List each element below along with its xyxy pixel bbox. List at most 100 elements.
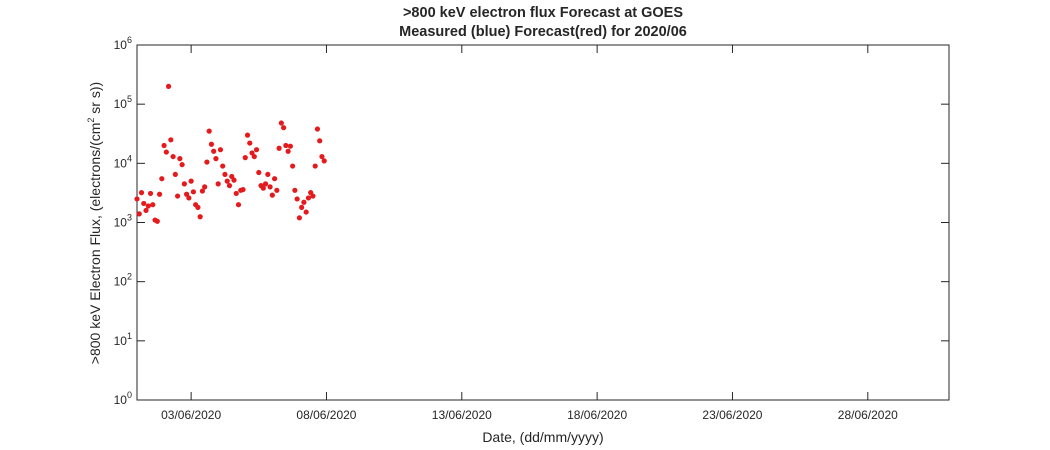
y-tick-label: 100 xyxy=(114,390,132,407)
x-tick-label: 08/06/2020 xyxy=(296,408,356,422)
y-tick-label: 101 xyxy=(114,331,132,348)
chart-title: >800 keV electron flux Forecast at GOES xyxy=(403,5,683,21)
data-point xyxy=(147,190,154,197)
data-point xyxy=(278,120,284,126)
data-point xyxy=(168,137,174,143)
data-point xyxy=(150,202,156,208)
data-point xyxy=(262,181,269,187)
y-tick-exponent: 3 xyxy=(127,213,132,223)
data-point xyxy=(195,204,201,210)
data-point xyxy=(317,138,323,144)
y-axis-label-superscript: 2 xyxy=(86,118,96,123)
data-point xyxy=(156,191,163,197)
data-point xyxy=(206,128,212,134)
data-point xyxy=(231,177,237,183)
y-tick-label: 105 xyxy=(114,94,132,111)
data-point xyxy=(181,181,187,187)
data-point xyxy=(145,203,151,209)
data-point xyxy=(281,125,287,131)
data-point xyxy=(233,190,239,197)
y-tick-exponent: 0 xyxy=(127,390,132,400)
data-point xyxy=(215,181,221,187)
data-point xyxy=(319,153,325,160)
data-point xyxy=(177,156,183,162)
x-axis: 03/06/2020 08/06/2020 13/06/2020 18/06/2020… xyxy=(161,45,898,422)
data-point xyxy=(179,162,185,168)
data-point xyxy=(199,188,206,194)
y-tick-label: 106 xyxy=(114,35,132,52)
data-point xyxy=(197,214,203,220)
data-point xyxy=(271,176,278,182)
data-point xyxy=(134,196,140,202)
data-point xyxy=(287,143,293,149)
data-point xyxy=(213,156,219,162)
y-axis-label-tail: sr s)) xyxy=(87,82,103,118)
data-point xyxy=(267,184,273,190)
y-tick-exponent: 6 xyxy=(127,35,132,45)
y-tick-base: 10 xyxy=(114,38,128,52)
data-point xyxy=(188,178,194,184)
data-point xyxy=(242,154,248,161)
data-point xyxy=(296,215,302,221)
data-point xyxy=(312,163,318,169)
y-tick-exponent: 5 xyxy=(127,94,132,104)
data-point xyxy=(170,153,176,160)
plot-area xyxy=(136,44,950,401)
x-axis-label: Date, (dd/mm/yyyy) xyxy=(482,429,603,445)
y-tick-base: 10 xyxy=(114,393,128,407)
data-point xyxy=(136,211,142,217)
data-point xyxy=(138,190,145,196)
chart-subtitle: Measured (blue) Forecast(red) for 2020/0… xyxy=(399,24,687,40)
y-tick-base: 10 xyxy=(114,216,128,230)
data-point xyxy=(247,140,253,146)
data-point xyxy=(244,132,251,138)
y-axis-label-main: >800 keV Electron Flux, (electrons/(cm xyxy=(87,123,103,365)
data-point xyxy=(274,187,280,193)
data-point xyxy=(143,207,149,214)
y-tick-label: 102 xyxy=(114,272,132,289)
data-point xyxy=(314,126,321,132)
y-tick-label: 104 xyxy=(114,153,132,170)
data-point xyxy=(211,148,217,154)
data-point xyxy=(283,142,289,149)
data-point xyxy=(301,199,307,205)
y-tick-base: 10 xyxy=(114,275,128,289)
y-axis-label: >800 keV Electron Flux, (electrons/(cm2 … xyxy=(86,82,103,364)
data-point xyxy=(251,153,257,160)
data-points xyxy=(134,83,327,224)
data-point xyxy=(222,171,228,178)
data-point xyxy=(269,192,275,198)
y-tick-base: 10 xyxy=(114,334,128,348)
data-point xyxy=(305,195,312,201)
x-tick-label: 13/06/2020 xyxy=(432,408,492,422)
data-point xyxy=(163,149,169,155)
y-tick-base: 10 xyxy=(114,97,128,111)
data-point xyxy=(310,193,316,199)
y-tick-exponent: 4 xyxy=(127,153,132,163)
data-point xyxy=(240,186,246,193)
x-tick-label: 18/06/2020 xyxy=(567,408,627,422)
data-point xyxy=(204,159,210,165)
data-point xyxy=(208,141,215,147)
x-tick-label: 28/06/2020 xyxy=(838,408,898,422)
data-point xyxy=(165,83,172,89)
y-tick-exponent: 2 xyxy=(127,272,132,282)
x-tick-label: 23/06/2020 xyxy=(702,408,762,422)
data-point xyxy=(294,196,300,202)
data-point xyxy=(141,200,147,207)
data-point xyxy=(226,183,233,189)
data-point xyxy=(265,171,271,178)
data-point xyxy=(256,169,262,176)
data-point xyxy=(217,147,224,153)
data-point xyxy=(190,189,196,195)
data-point xyxy=(260,185,266,191)
data-point xyxy=(276,145,282,151)
data-point xyxy=(186,195,192,201)
data-point xyxy=(202,184,208,190)
data-point xyxy=(161,142,167,149)
data-point xyxy=(224,178,230,184)
data-point xyxy=(321,158,327,164)
data-point xyxy=(172,171,178,178)
